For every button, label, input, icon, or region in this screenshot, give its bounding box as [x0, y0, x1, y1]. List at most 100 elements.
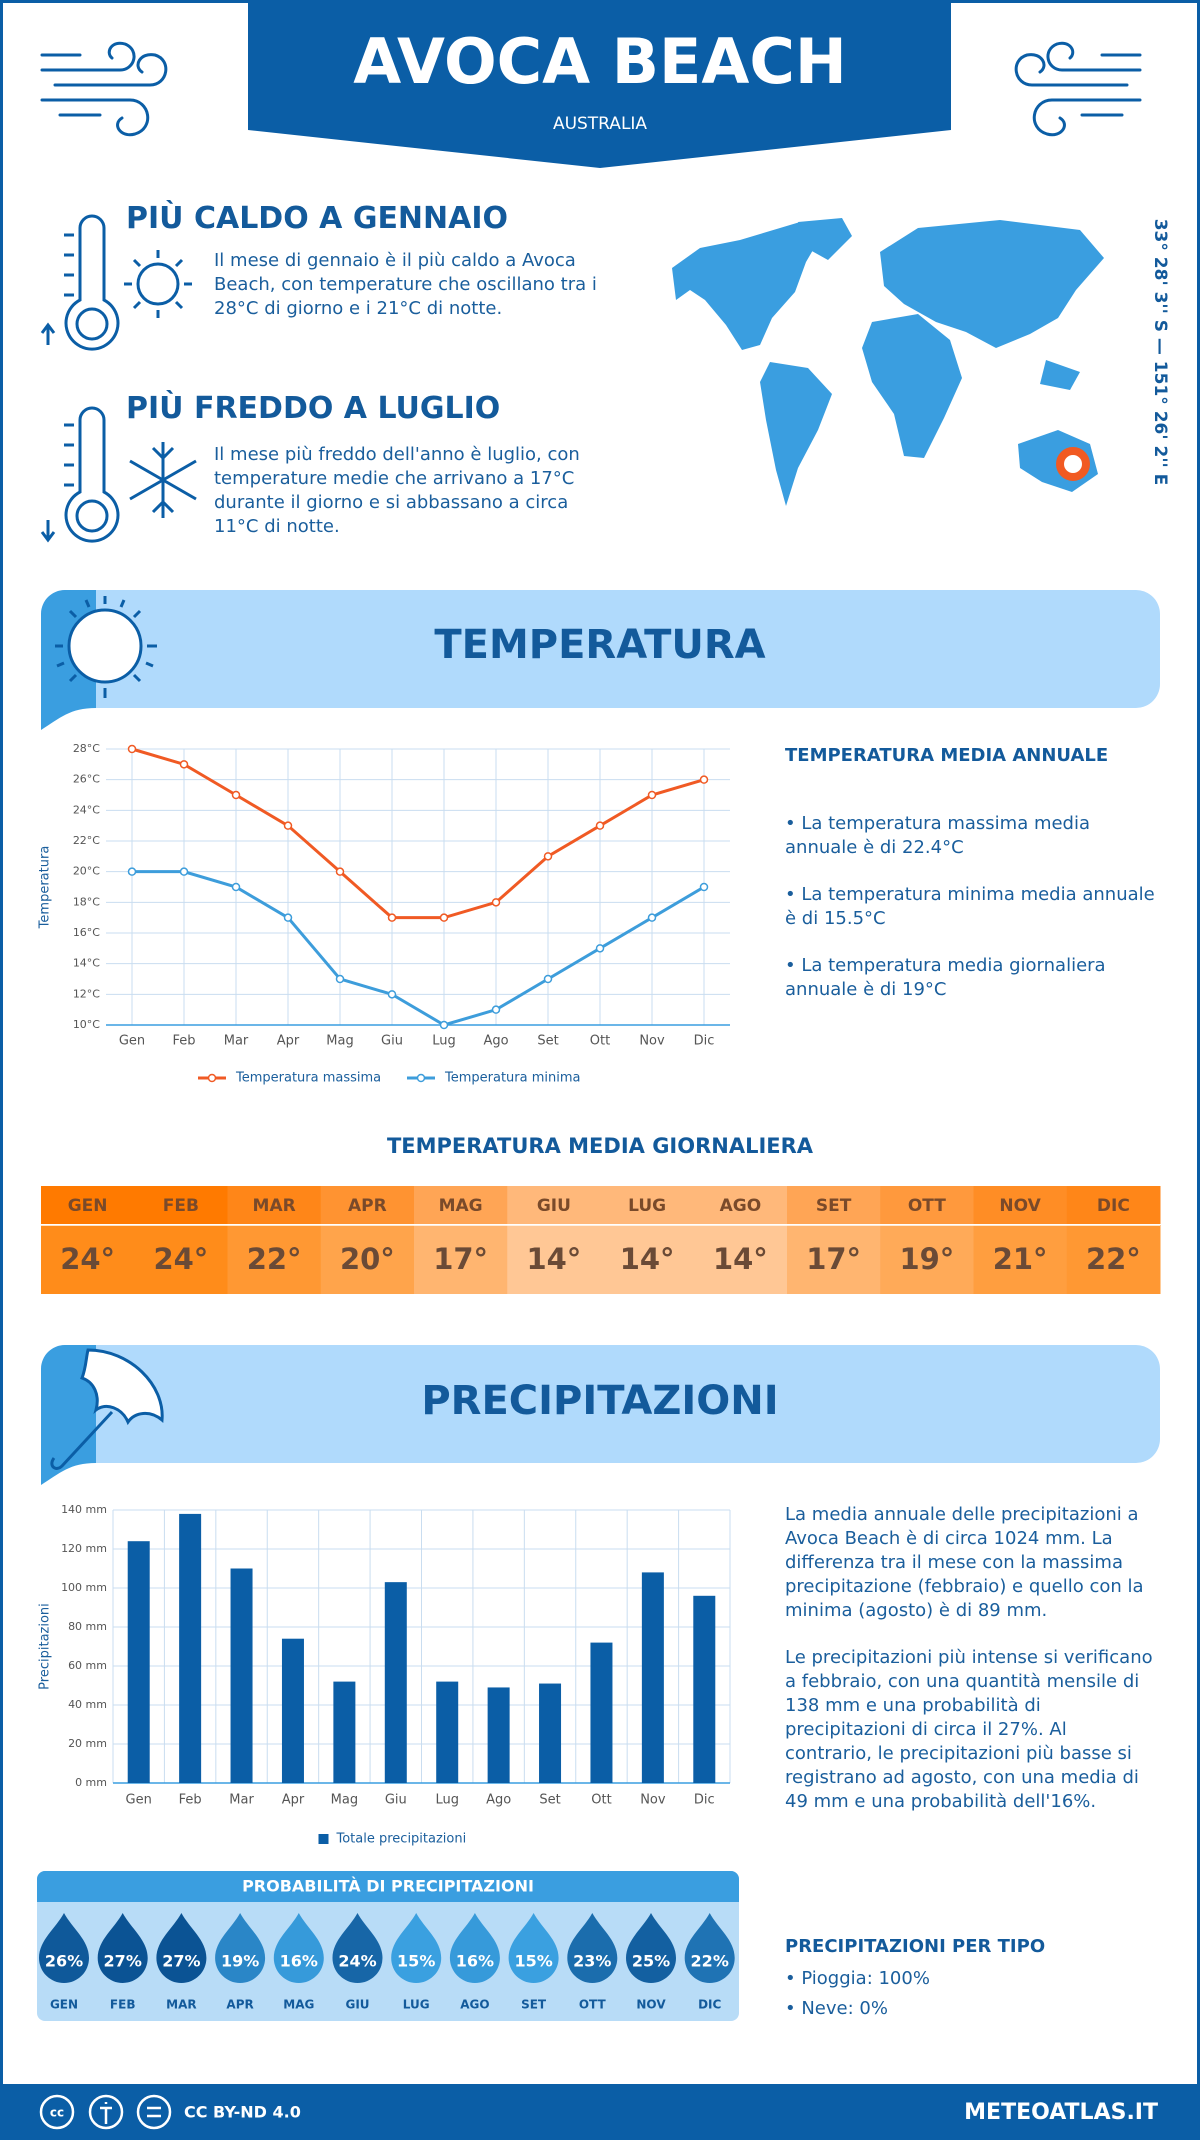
y-tick-label: 24°C — [73, 803, 100, 816]
month-label: APR — [348, 1196, 387, 1216]
annual-item: • La temperatura minima media annuale è … — [785, 884, 1155, 929]
coldest-text: Il mese più freddo dell'anno è luglio, c… — [214, 444, 580, 537]
month-label: NOV — [999, 1196, 1041, 1216]
temperature-value: 17° — [806, 1242, 861, 1276]
temperature-cell-header — [320, 1186, 415, 1224]
point — [231, 790, 241, 800]
temperature-cell — [973, 1225, 1068, 1294]
temperature-value: 17° — [433, 1242, 488, 1276]
bar — [590, 1642, 613, 1783]
temperature-cell — [227, 1225, 322, 1294]
x-tick-label: Apr — [277, 1034, 300, 1049]
month-label: GIU — [345, 1998, 369, 2012]
y-tick-label: 12°C — [73, 987, 100, 1000]
point — [387, 990, 397, 999]
x-tick-label: Gen — [119, 1034, 145, 1049]
temperature-cell — [600, 1225, 695, 1294]
probability-drop — [97, 1913, 148, 1983]
point — [439, 1020, 449, 1030]
annual-item: • La temperatura massima media annuale è… — [785, 813, 1091, 858]
temperature-value: 14° — [526, 1242, 581, 1276]
month-label: SET — [816, 1196, 852, 1216]
location-marker — [1056, 447, 1090, 481]
point — [127, 867, 137, 876]
probability-value: 27% — [104, 1952, 142, 1971]
month-label: FEB — [110, 1998, 136, 2012]
x-tick-label: Set — [539, 1793, 560, 1808]
bar — [539, 1683, 562, 1783]
probability-value: 16% — [456, 1952, 494, 1971]
point — [491, 898, 501, 907]
month-label: GEN — [50, 1998, 78, 2012]
y-tick-label: 14°C — [73, 957, 100, 970]
license-icons — [39, 2094, 172, 2130]
annual-temperature-title: TEMPERATURA MEDIA ANNUALE — [785, 745, 1109, 766]
x-tick-label: Nov — [639, 1034, 665, 1049]
temperature-value: 22° — [1086, 1242, 1141, 1276]
banner-accent — [41, 1345, 96, 1485]
probability-drop — [273, 1913, 324, 1983]
month-label: MAR — [166, 1998, 196, 2012]
bar — [436, 1681, 459, 1783]
bar — [281, 1638, 304, 1783]
x-tick-label: Mar — [224, 1034, 249, 1049]
bar — [179, 1513, 202, 1783]
bar — [333, 1681, 356, 1783]
month-label: GEN — [68, 1196, 108, 1216]
month-label: DIC — [1097, 1196, 1130, 1216]
month-label: AGO — [720, 1196, 762, 1216]
precipitation-text: La media annuale delle precipitazioni a … — [785, 1504, 1144, 1621]
coldest-title: PIÙ FREDDO A LUGLIO — [126, 391, 501, 426]
probability-value: 15% — [514, 1952, 552, 1971]
temperature-cell-header — [1066, 1186, 1161, 1224]
point — [335, 974, 345, 984]
x-tick-label: Apr — [282, 1793, 305, 1808]
x-tick-label: Ago — [486, 1793, 511, 1808]
line — [131, 747, 705, 920]
probability-drop — [567, 1913, 618, 1983]
bar — [693, 1595, 716, 1783]
point — [543, 974, 553, 984]
y-tick-label: 16°C — [73, 926, 100, 939]
sun-icon — [55, 596, 157, 698]
point — [439, 913, 449, 922]
daily-temperature-title: TEMPERATURA MEDIA GIORNALIERA — [387, 1134, 814, 1158]
point — [179, 867, 189, 876]
x-tick-label: Ott — [591, 1793, 611, 1808]
warmest-text: Il mese di gennaio è il più caldo a Avoc… — [214, 250, 597, 319]
temperature-value: 24° — [153, 1242, 208, 1276]
temperature-cell-header — [134, 1186, 228, 1224]
probability-value: 23% — [573, 1952, 611, 1971]
precipitation-text: Le precipitazioni più intense si verific… — [785, 1647, 1153, 1812]
y-tick-label: 22°C — [73, 834, 100, 847]
temperature-cell-header — [41, 1186, 135, 1224]
y-tick-label: 20 mm — [68, 1737, 107, 1750]
cc-icon-text: cc — [50, 2106, 64, 2120]
month-label: SET — [521, 1998, 547, 2012]
probability-drop — [508, 1913, 559, 1983]
legend-marker — [207, 1073, 217, 1083]
month-label: NOV — [636, 1998, 666, 2012]
temperature-cell — [787, 1225, 881, 1294]
wind-icon-right — [1014, 41, 1142, 137]
point — [699, 882, 709, 892]
license: CC BY-ND 4.0 — [184, 2103, 301, 2122]
temperature-value: 14° — [620, 1242, 675, 1276]
probability-value: 26% — [45, 1952, 83, 1971]
legend-swatch — [318, 1834, 329, 1844]
precipitation-type-item: • Pioggia: 100% — [785, 1968, 930, 1989]
title: AVOCA BEACH — [353, 25, 846, 98]
point — [179, 760, 189, 769]
temperature-value: 21° — [993, 1242, 1048, 1276]
probability-drop — [215, 1913, 266, 1983]
month-label: LUG — [403, 1998, 430, 2012]
probability-value: 19% — [221, 1952, 259, 1971]
temperature-cell — [880, 1225, 974, 1294]
x-tick-label: Gen — [126, 1793, 152, 1808]
month-label: OTT — [579, 1998, 607, 2012]
temperature-cell — [414, 1225, 508, 1294]
month-label: MAG — [439, 1196, 483, 1216]
x-tick-label: Lug — [435, 1793, 459, 1808]
